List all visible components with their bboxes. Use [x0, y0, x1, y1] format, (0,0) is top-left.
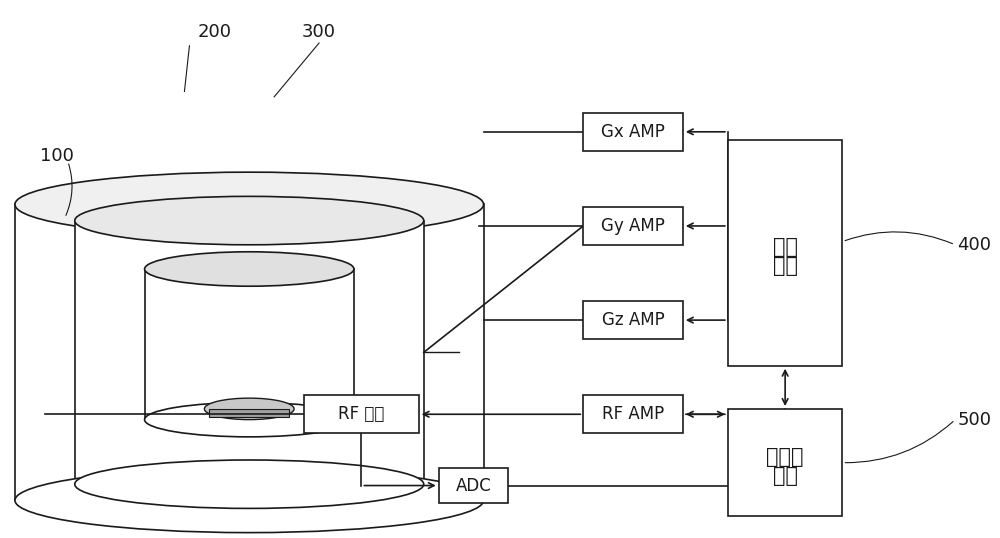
- Bar: [75, 221, 424, 484]
- Ellipse shape: [145, 402, 354, 437]
- Text: RF 电路: RF 电路: [338, 405, 385, 423]
- FancyBboxPatch shape: [583, 301, 683, 339]
- Text: 系统: 系统: [773, 466, 798, 486]
- Ellipse shape: [204, 398, 294, 420]
- Text: 200: 200: [197, 23, 231, 41]
- Text: 300: 300: [302, 23, 336, 41]
- FancyBboxPatch shape: [304, 395, 419, 433]
- Text: 400: 400: [957, 236, 991, 254]
- Text: 模块: 模块: [773, 256, 798, 277]
- FancyBboxPatch shape: [439, 468, 508, 503]
- Text: 500: 500: [957, 410, 991, 429]
- FancyBboxPatch shape: [728, 140, 842, 366]
- Bar: [15, 204, 484, 500]
- Text: Gy AMP: Gy AMP: [601, 217, 665, 235]
- Text: Gx AMP: Gx AMP: [601, 123, 665, 141]
- Text: ADC: ADC: [456, 477, 491, 494]
- Ellipse shape: [75, 460, 424, 508]
- Ellipse shape: [15, 468, 484, 533]
- Text: 100: 100: [40, 147, 74, 165]
- Ellipse shape: [145, 252, 354, 286]
- FancyBboxPatch shape: [728, 409, 842, 516]
- Text: 计算机: 计算机: [766, 447, 804, 468]
- Bar: [209, 409, 289, 417]
- Text: 谱仪: 谱仪: [773, 237, 798, 258]
- Ellipse shape: [15, 172, 484, 237]
- Ellipse shape: [75, 196, 424, 245]
- Bar: [145, 269, 354, 420]
- Text: Gz AMP: Gz AMP: [602, 311, 664, 329]
- Text: RF AMP: RF AMP: [602, 405, 664, 423]
- FancyBboxPatch shape: [583, 395, 683, 433]
- FancyBboxPatch shape: [583, 113, 683, 151]
- FancyBboxPatch shape: [583, 207, 683, 245]
